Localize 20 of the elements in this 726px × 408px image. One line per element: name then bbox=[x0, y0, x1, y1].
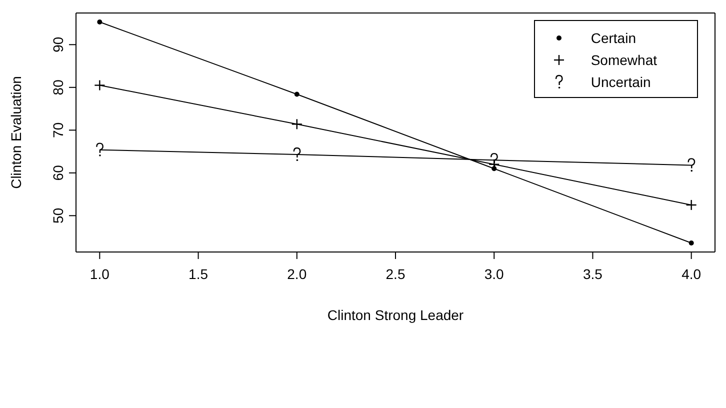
y-tick-label: 50 bbox=[50, 208, 66, 224]
point bbox=[97, 19, 102, 24]
y-tick-label: 70 bbox=[50, 122, 66, 138]
legend-label: Certain bbox=[590, 30, 636, 46]
x-tick-label: 1.0 bbox=[90, 266, 110, 282]
y-tick-label: 80 bbox=[50, 79, 66, 96]
x-tick-label: 3.0 bbox=[484, 266, 504, 282]
legend-label: Uncertain bbox=[590, 74, 651, 90]
legend-label: Somewhat bbox=[590, 52, 657, 68]
x-tick-label: 4.0 bbox=[682, 266, 702, 282]
y-tick-label: 90 bbox=[50, 36, 66, 52]
x-tick-label: 3.5 bbox=[582, 266, 603, 282]
y-tick-label: 60 bbox=[50, 164, 66, 181]
y-axis-title: Clinton Evaluation bbox=[8, 76, 24, 189]
x-tick-label: 2.0 bbox=[287, 266, 307, 282]
point bbox=[688, 240, 694, 246]
point bbox=[294, 92, 300, 97]
x-tick-label: 2.5 bbox=[386, 266, 406, 282]
x-axis-title: Clinton Strong Leader bbox=[327, 306, 464, 323]
x-tick-label: 1.5 bbox=[188, 266, 208, 282]
